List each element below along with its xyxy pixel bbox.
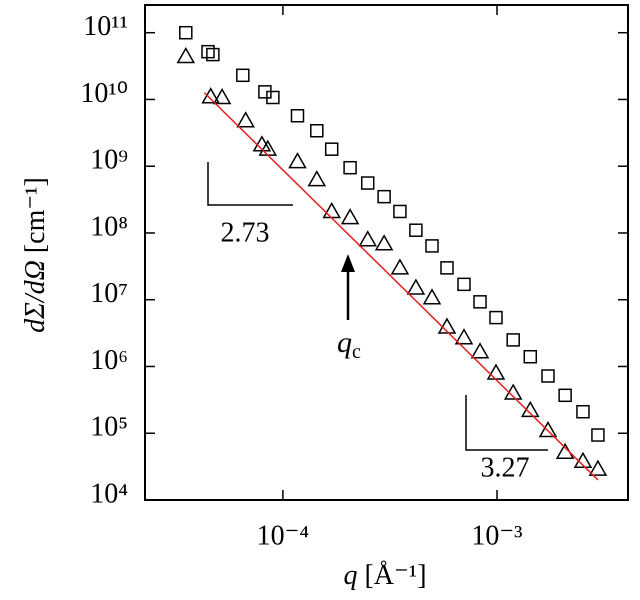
y-tick-label: 10⁸ (90, 211, 128, 242)
fit-line (203, 92, 599, 481)
y-label-unit: [cm⁻¹] (20, 177, 51, 253)
x-tick-label: 10⁻³ (471, 520, 522, 551)
triangle-marker (307, 170, 327, 187)
y-tick-label: 10⁴ (90, 478, 128, 509)
square-marker (266, 90, 280, 105)
triangle-marker (288, 152, 307, 169)
y-tick-label: 10⁵ (90, 412, 128, 443)
square-marker (440, 261, 454, 275)
annotation-text: q (337, 326, 352, 359)
annotation: 2.73 (221, 217, 270, 248)
x-axis-label: q [Å⁻¹] (343, 560, 426, 591)
square-marker (558, 388, 572, 403)
triangle-marker (212, 87, 232, 105)
square-marker (310, 123, 324, 138)
square-marker (541, 369, 555, 383)
square-marker (473, 295, 487, 309)
square-marker (506, 333, 520, 347)
square-marker (236, 68, 250, 83)
y-axis-label: dΣ/dΩ [cm⁻¹] (20, 177, 51, 333)
square-marker (290, 109, 305, 123)
triangle-marker (538, 420, 558, 438)
triangle-marker (374, 234, 394, 251)
y-label-var: dΣ/dΩ (20, 260, 51, 333)
square-marker (377, 189, 391, 204)
x-label-unit: [Å⁻¹] (364, 560, 426, 591)
square-marker (206, 47, 220, 62)
annotation: qc (337, 326, 361, 363)
square-marker (425, 239, 439, 253)
triangle-marker (236, 111, 255, 128)
y-tick-label: 10⁶ (90, 345, 128, 376)
triangle-marker (390, 258, 410, 275)
triangle-marker (486, 363, 506, 380)
square-marker (179, 25, 193, 40)
x-tick-label: 10⁻⁴ (257, 520, 310, 551)
triangle-marker (406, 278, 426, 295)
triangle-marker (437, 317, 457, 334)
square-marker (343, 160, 357, 175)
y-tick-label: 10⁹ (90, 145, 128, 176)
y-tick-label: 10⁷ (90, 278, 128, 309)
x-label-var: q (343, 560, 357, 591)
triangle-marker (555, 442, 575, 459)
triangle-marker (358, 230, 378, 247)
square-marker (591, 428, 605, 442)
triangle-marker (176, 46, 196, 64)
square-marker (489, 310, 503, 325)
plot-frame (144, 4, 629, 501)
square-marker (393, 204, 407, 219)
triangle-marker (588, 459, 608, 476)
triangle-marker (422, 288, 442, 305)
triangle-marker (340, 208, 360, 225)
square-marker (324, 142, 339, 156)
square-marker (360, 176, 375, 190)
y-tick-label: 10¹⁰ (80, 78, 128, 109)
annotation: 3.27 (481, 452, 530, 483)
square-marker (576, 404, 590, 419)
triangle-marker (454, 328, 474, 345)
y-tick-label: 10¹¹ (83, 11, 128, 42)
square-marker (409, 223, 423, 237)
slope-marker (207, 162, 548, 451)
square-marker (201, 44, 215, 59)
triangle-marker (470, 342, 490, 359)
square-marker (457, 277, 471, 292)
triangle-marker (322, 201, 341, 219)
annotation-sub: c (352, 341, 361, 363)
square-marker (523, 349, 538, 364)
qc-arrow (341, 254, 355, 320)
